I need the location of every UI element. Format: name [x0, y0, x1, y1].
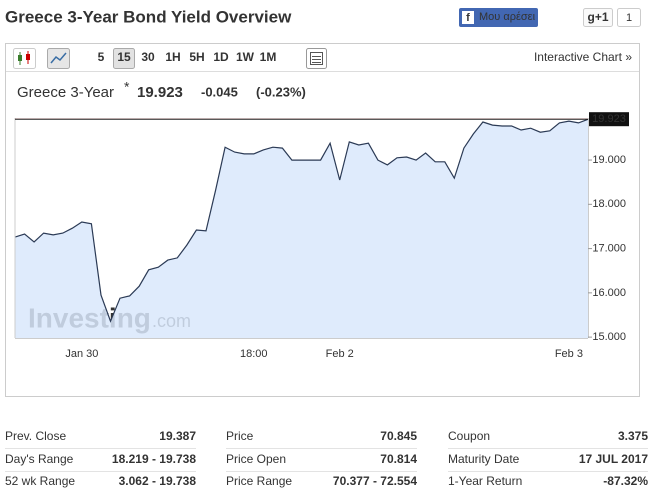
interval-label: 5H	[189, 50, 204, 64]
interval-button[interactable]: 1D	[213, 50, 229, 64]
stat-value: 70.845	[380, 429, 417, 443]
interval-label: 1W	[236, 50, 255, 64]
current-value-label: 19.923	[592, 113, 626, 125]
interval-button[interactable]: 1W	[236, 50, 255, 64]
stat-value: 19.387	[159, 429, 196, 443]
stat-label: Maturity Date	[448, 452, 520, 466]
stat-value: 70.377 - 72.554	[333, 474, 417, 488]
y-tick-label: 19.000	[592, 154, 626, 166]
y-tick-label: 17.000	[592, 242, 626, 254]
x-tick-label: 18:00	[240, 348, 268, 360]
line-icon[interactable]	[47, 48, 70, 69]
stat-value: 3.062 - 19.738	[119, 474, 197, 488]
interval-label: 1H	[165, 50, 180, 64]
x-tick-label: Feb 3	[555, 348, 583, 360]
like-bg	[459, 8, 538, 27]
quote-change: -0.045	[201, 84, 238, 99]
interval-button[interactable]: 15	[113, 48, 135, 69]
current-value-box	[589, 112, 629, 127]
interval-label: 15	[117, 50, 131, 64]
interval-button[interactable]: 5H	[189, 50, 204, 64]
interval-button[interactable]: 5	[98, 50, 105, 64]
like-button[interactable]: f Μου αρέσει	[459, 8, 538, 27]
gplus-bg	[583, 8, 613, 27]
stat-label: Price Open	[226, 452, 286, 466]
interval-button[interactable]: 30	[141, 50, 155, 64]
icon-frame	[310, 52, 323, 65]
quote-change-pct: (-0.23%)	[256, 84, 306, 99]
stat-label: Coupon	[448, 429, 490, 443]
gplus-button[interactable]: g+1 1	[583, 8, 641, 27]
stat-value: 3.375	[618, 429, 648, 443]
gplus-count-bg	[617, 8, 641, 27]
icon-bg	[13, 48, 36, 69]
gplus-label: g+1	[587, 10, 608, 24]
stat-value: 18.219 - 19.738	[112, 452, 196, 466]
interval-selected-bg	[113, 48, 135, 69]
stat-label: Day's Range	[5, 452, 74, 466]
stat-label: 52 wk Range	[5, 474, 75, 488]
stat-label: Prev. Close	[5, 429, 66, 443]
y-tick-label: 18.000	[592, 198, 626, 210]
interval-button[interactable]: 1M	[260, 50, 277, 64]
interval-label: 5	[98, 50, 105, 64]
stat-label: Price	[226, 429, 254, 443]
price-line	[14, 118, 589, 323]
stat-value: 70.814	[380, 452, 417, 466]
fb-f: f	[466, 12, 470, 24]
stat-label: 1-Year Return	[448, 474, 522, 488]
icon-body	[18, 55, 22, 61]
like-label: Μου αρέσει	[479, 11, 536, 23]
icon-line	[50, 52, 67, 64]
x-tick-label: Feb 2	[326, 348, 354, 360]
interval-button[interactable]: 1H	[165, 50, 180, 64]
x-tick-label: Jan 30	[65, 348, 98, 360]
interactive-chart-link[interactable]: Interactive Chart »	[534, 50, 632, 64]
y-tick-label: 15.000	[592, 331, 626, 343]
gplus-count: 1	[626, 12, 632, 24]
fb-icon	[462, 11, 474, 24]
interval-label: 30	[141, 50, 155, 64]
stat-value: -87.32%	[603, 474, 648, 488]
plot: Investing.com15.00016.00017.00018.00019.…	[14, 112, 629, 360]
stat-value: 17 JUL 2017	[579, 452, 648, 466]
quote-name: Greece 3-Year	[17, 84, 114, 101]
area-fill	[15, 119, 588, 338]
icon-body	[26, 54, 30, 60]
table-icon[interactable]	[306, 48, 327, 69]
quote-price: 19.923	[137, 84, 183, 101]
interval-label: 1D	[213, 50, 229, 64]
candle-icon[interactable]	[13, 48, 36, 69]
quote-marker: *	[124, 79, 130, 95]
page-title: Greece 3-Year Bond Yield Overview	[5, 7, 292, 26]
stats-table: Prev. Close 19.387 Price 70.845 Coupon 3.375 D…	[5, 429, 648, 488]
stat-label: Price Range	[226, 474, 292, 488]
interval-label: 1M	[260, 50, 277, 64]
y-tick-label: 16.000	[592, 287, 626, 299]
